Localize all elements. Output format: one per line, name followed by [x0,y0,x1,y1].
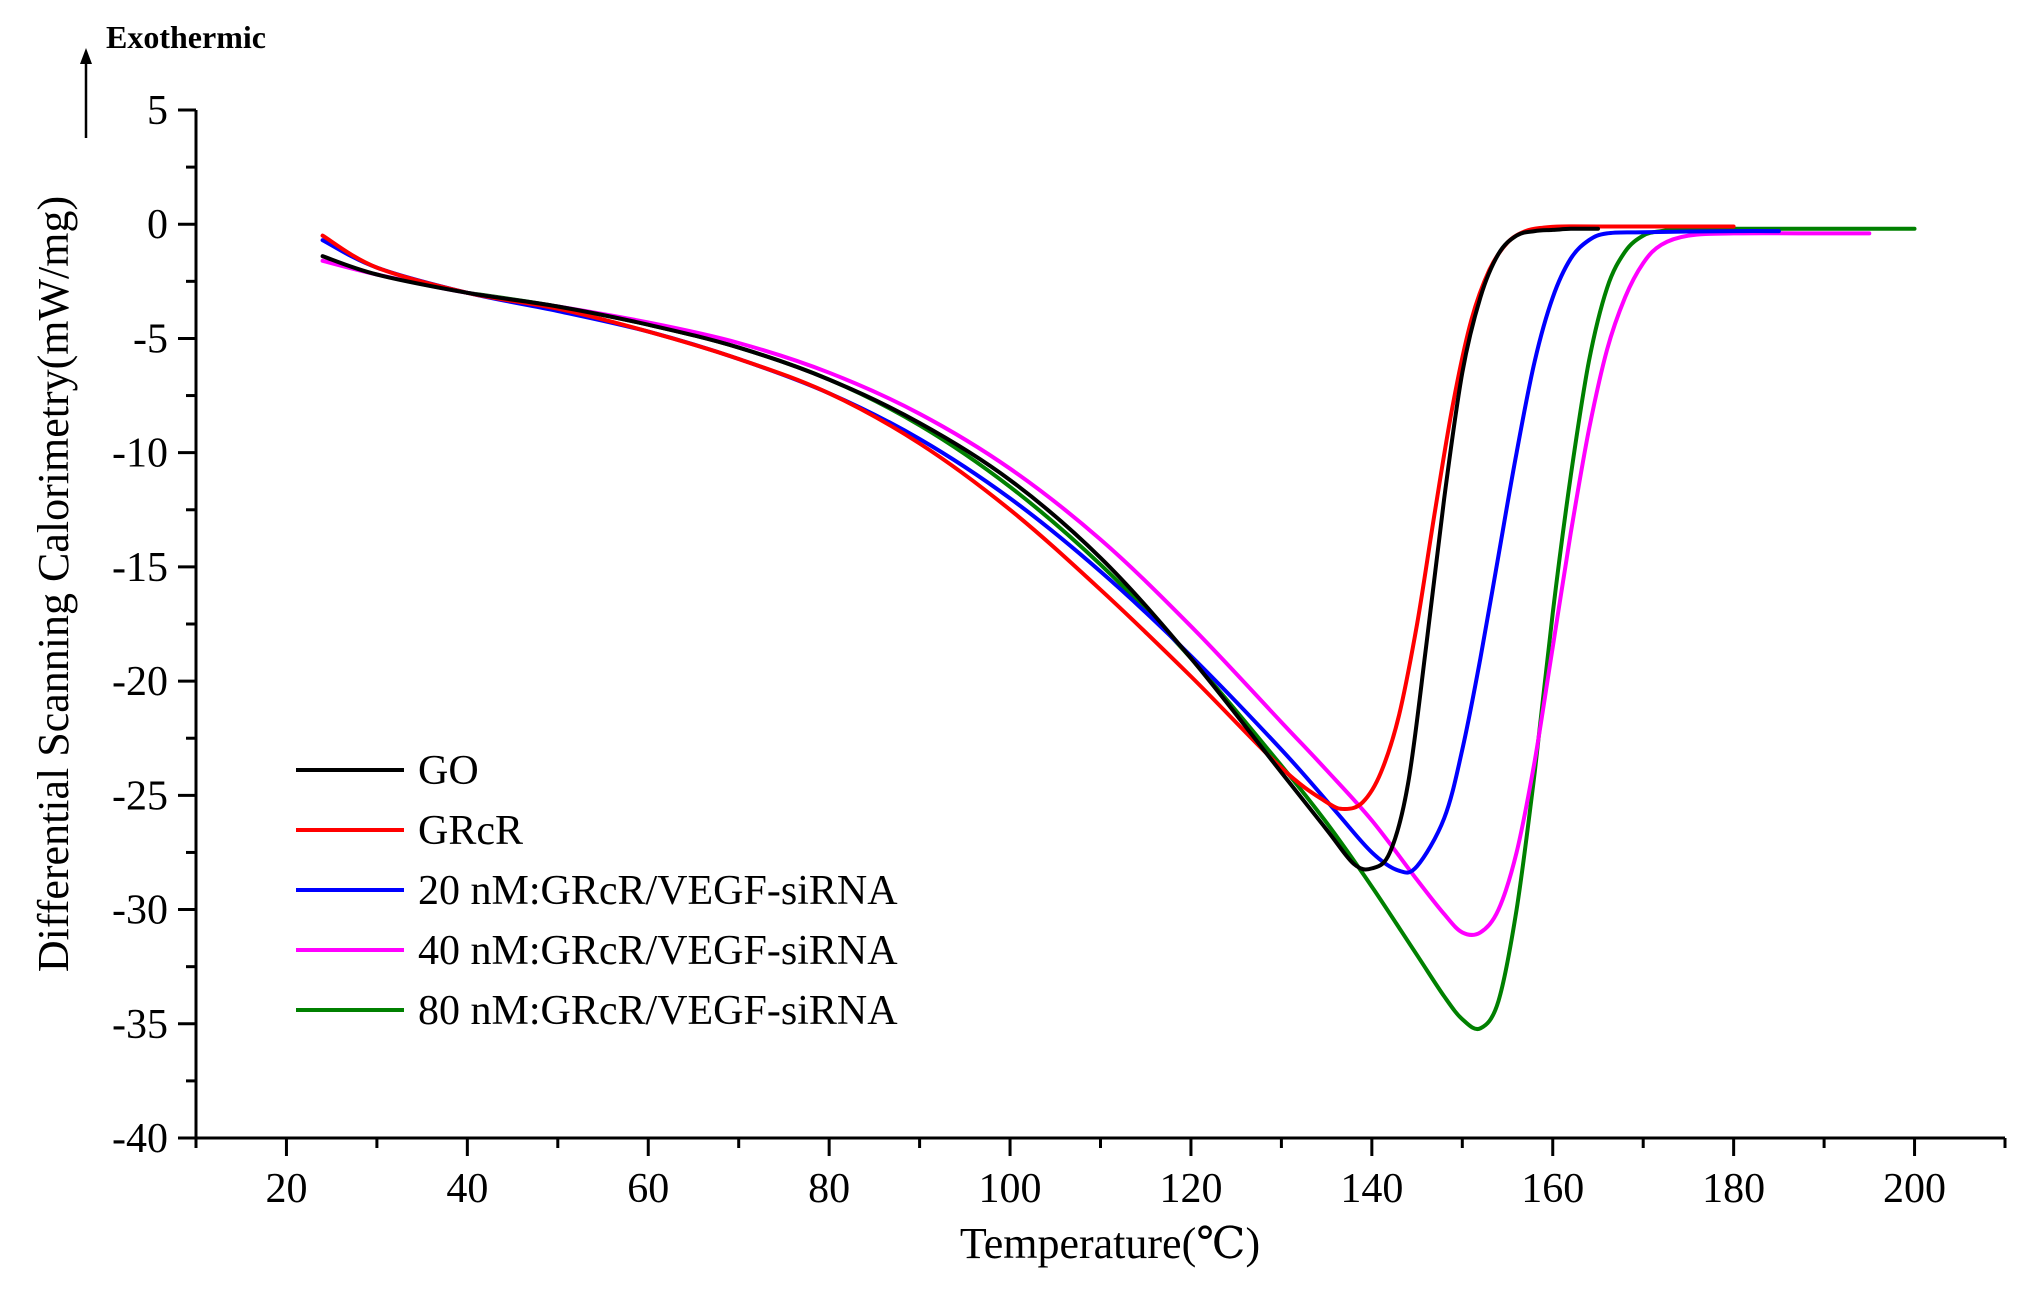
x-tick-label: 200 [1883,1166,1946,1212]
series-line [320,231,1872,937]
legend-label: 40 nM:GRcR/VEGF-siRNA [418,928,898,974]
y-tick-label: -15 [112,545,168,591]
y-tick-label: -20 [112,659,168,705]
exothermic-annotation: Exothermic [106,19,266,55]
x-tick-label: 20 [265,1166,307,1212]
legend-label: GO [418,748,479,794]
x-tick-label: 80 [808,1166,850,1212]
y-tick-label: -5 [133,316,168,362]
y-tick-label: -10 [112,431,168,477]
x-tick-label: 120 [1159,1166,1222,1212]
y-axis-title: Differential Scanning Calorimetry(mW/mg) [29,196,78,972]
legend-label: GRcR [418,808,523,854]
series-layer [320,224,1917,1032]
legend: GO GRcR 20 nM:GRcR/VEGF-siRNA 40 nM:GRcR/VE… [296,748,898,1034]
x-tick-label: 40 [446,1166,488,1212]
series-line [320,226,1600,872]
series-line [320,224,1736,811]
y-tick-label: 0 [147,202,168,248]
x-axis-title: Temperature(℃) [960,1219,1260,1268]
y-tick-label: -35 [112,1002,168,1048]
y-tick-label: -40 [112,1116,168,1162]
x-tick-label: 100 [979,1166,1042,1212]
exothermic-arrow-icon [80,48,92,138]
y-tick-label: -30 [112,888,168,934]
x-tick-label: 160 [1521,1166,1584,1212]
legend-label: 80 nM:GRcR/VEGF-siRNA [418,988,898,1034]
y-tick-label: -25 [112,773,168,819]
legend-label: 20 nM:GRcR/VEGF-siRNA [418,868,898,914]
x-tick-label: 60 [627,1166,669,1212]
y-tick-label: 5 [147,88,168,134]
axes: 5 0 -5 -10 -15 -20 -25 -30 -35 -40 20 40 60 80 100 120 1… [112,88,2007,1212]
x-tick-label: 180 [1702,1166,1765,1212]
exothermic-arrow-head [80,48,92,64]
x-tick-label: 140 [1340,1166,1403,1212]
